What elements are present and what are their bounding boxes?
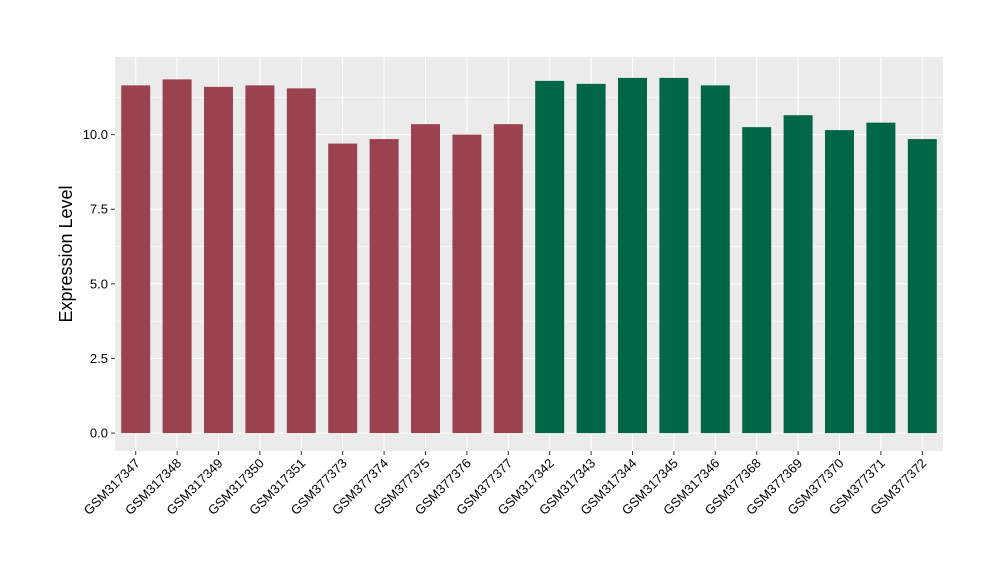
bar-GSM377368 [742, 127, 772, 434]
bar-GSM377377 [493, 124, 523, 434]
bar-GSM317348 [162, 79, 192, 434]
y-axis: 0.0 2.5 5.0 7.5 10.0 [83, 127, 115, 441]
bar-GSM377373 [328, 143, 358, 434]
y-tick-label: 10.0 [83, 127, 108, 142]
bar-GSM317346 [700, 85, 730, 434]
bar-GSM317349 [204, 86, 233, 434]
bar-GSM317343 [576, 83, 606, 434]
bar-GSM317345 [659, 77, 689, 434]
x-axis: GSM317347GSM317348GSM317349GSM317350GSM3… [81, 451, 929, 518]
plot-panel [115, 57, 943, 451]
bar-GSM377375 [411, 124, 440, 434]
bar-GSM317350 [245, 85, 275, 434]
y-tick-label: 5.0 [90, 276, 108, 291]
bar-GSM317344 [618, 77, 647, 434]
bar-GSM377376 [452, 134, 482, 434]
y-axis-label: Expression Level [56, 185, 76, 322]
bars [121, 77, 937, 434]
bar-GSM377371 [866, 122, 896, 434]
bar-GSM317342 [535, 80, 565, 434]
bar-GSM377374 [369, 139, 399, 434]
bar-GSM317347 [121, 85, 151, 434]
bar-GSM377369 [783, 115, 813, 434]
y-tick-label: 0.0 [90, 426, 108, 441]
y-tick-label: 7.5 [90, 202, 108, 217]
bar-GSM377372 [907, 139, 937, 434]
bar-GSM377370 [825, 130, 854, 434]
bar-GSM317351 [286, 88, 316, 434]
y-tick-label: 2.5 [90, 351, 108, 366]
